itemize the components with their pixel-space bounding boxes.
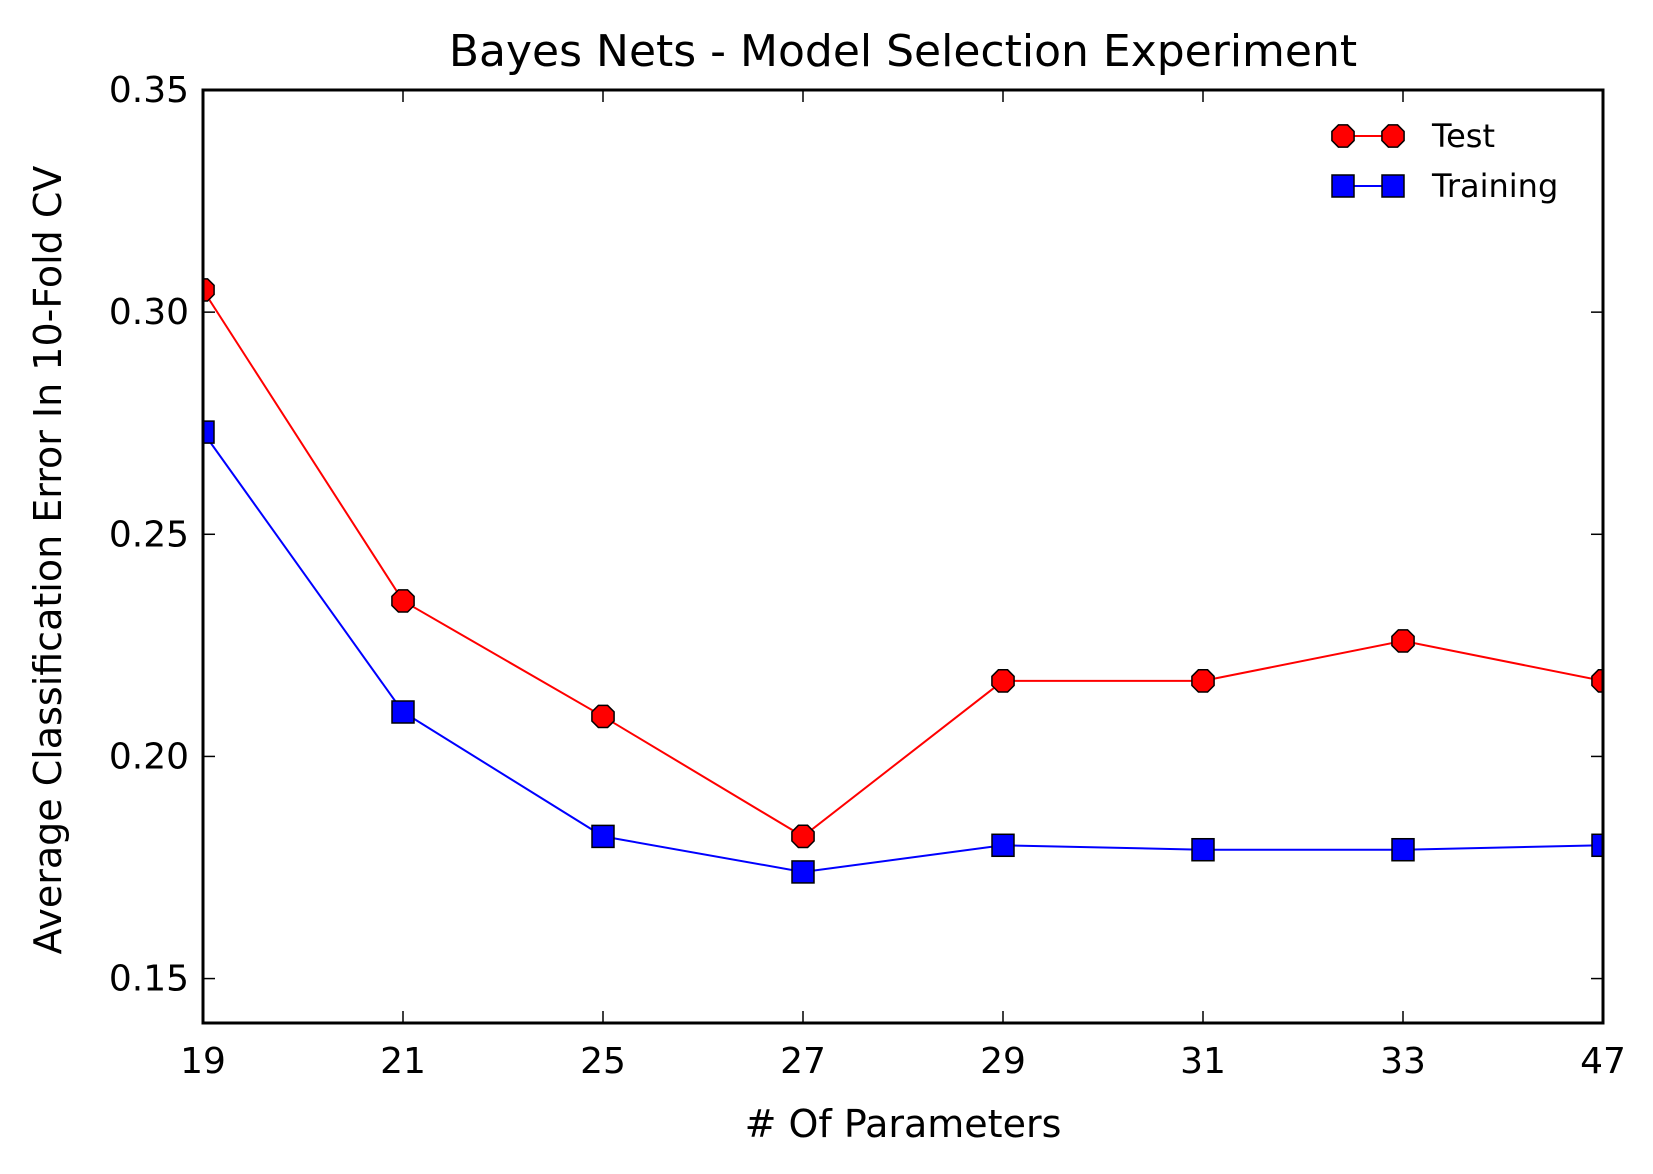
data-point-test (1591, 669, 1603, 693)
legend-marker (1381, 124, 1405, 148)
data-point-test (1391, 629, 1415, 653)
legend: Test Training (1331, 117, 1558, 205)
legend-marker (1331, 174, 1355, 198)
data-point-test (991, 669, 1015, 693)
series-training (203, 420, 1603, 884)
data-point-training (1591, 833, 1603, 858)
x-tick-label: 21 (380, 1041, 426, 1082)
legend-marker (1381, 174, 1405, 198)
data-point-test (1191, 669, 1215, 693)
legend-marker (1331, 124, 1355, 148)
x-tick-label: 29 (980, 1041, 1026, 1082)
plot-frame (201, 88, 1605, 1025)
y-tick-label: 0.20 (109, 736, 189, 777)
x-tick-label: 25 (580, 1041, 626, 1082)
x-tick-label: 33 (1380, 1041, 1426, 1082)
data-point-training (791, 860, 815, 884)
legend-entry-training: Training (1331, 167, 1558, 205)
series-layer (203, 278, 1603, 884)
chart-title: Bayes Nets - Model Selection Experiment (449, 26, 1357, 77)
series-line-training (203, 431, 1603, 873)
data-point-training (203, 420, 215, 444)
data-point-training (391, 700, 415, 724)
data-point-test (391, 589, 415, 613)
data-point-training (1191, 837, 1215, 862)
y-tick-label: 0.25 (109, 514, 189, 555)
y-axis-label: Average Classification Error In 10-Fold … (26, 166, 70, 955)
data-point-test (791, 824, 815, 849)
x-tick-label: 47 (1580, 1041, 1626, 1082)
series-test (203, 278, 1603, 849)
data-point-test (591, 704, 615, 729)
legend-label: Training (1431, 167, 1558, 205)
data-point-training (991, 833, 1015, 858)
y-tick-label: 0.30 (109, 292, 189, 333)
x-tick-label: 31 (1180, 1041, 1226, 1082)
series-line-test (203, 289, 1603, 838)
y-tick-label: 0.15 (109, 959, 189, 1000)
x-tick-label: 27 (780, 1041, 826, 1082)
data-point-training (591, 824, 615, 849)
y-tick-label: 0.35 (109, 70, 189, 111)
axes-layer: 19 21 25 27 29 31 33 47 0.15 0.20 0.25 0.30 0.35 (109, 70, 1626, 1082)
x-axis-label: # Of Parameters (745, 1102, 1062, 1146)
legend-entry-test: Test (1331, 117, 1495, 155)
data-point-test (203, 278, 215, 302)
x-tick-label: 19 (180, 1041, 226, 1082)
legend-label: Test (1431, 117, 1495, 155)
data-point-training (1391, 837, 1415, 862)
